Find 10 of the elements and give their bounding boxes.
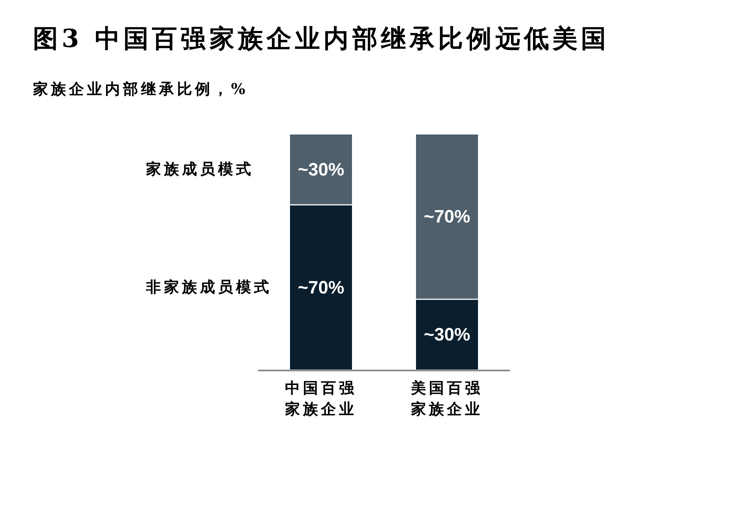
data-label: ~70% — [298, 277, 344, 298]
chart-title: 图3 中国百强家族企业内部继承比例远低美国 — [33, 23, 610, 55]
chart-subtitle: 家族企业内部继承比例，% — [33, 80, 248, 99]
series-label: 家族成员模式 — [146, 159, 254, 180]
data-label: ~30% — [298, 159, 344, 180]
data-label: ~70% — [424, 206, 470, 227]
x-tick-label: 中国百强家族企业 — [284, 378, 358, 420]
data-label: ~30% — [424, 324, 470, 345]
series-label: 非家族成员模式 — [146, 277, 272, 298]
x-tick-label: 美国百强家族企业 — [410, 378, 484, 420]
